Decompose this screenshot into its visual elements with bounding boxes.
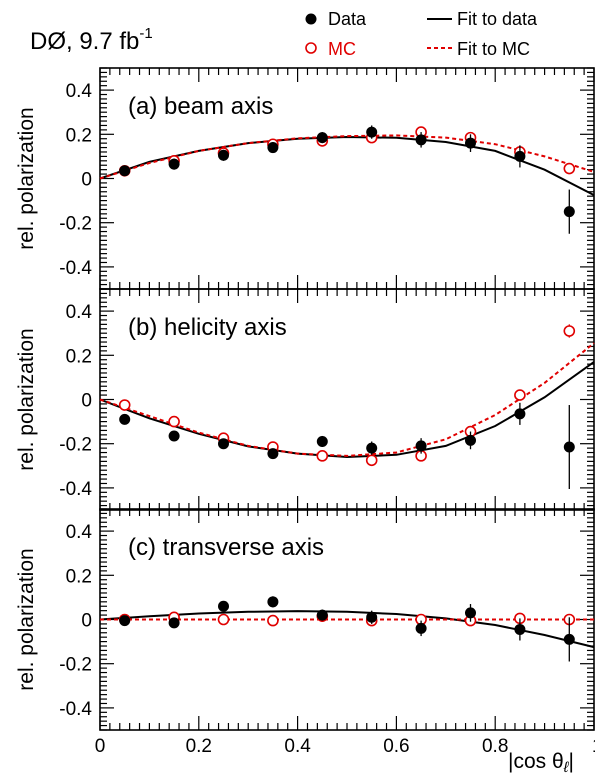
y-tick-label: 0.4 — [66, 81, 93, 102]
mc-point — [365, 454, 378, 467]
x-axis-title-subscript: ℓ — [563, 759, 570, 775]
data-point — [514, 150, 526, 162]
y-tick-label: 0.2 — [66, 125, 92, 146]
legend-fit-data-label: Fit to data — [457, 9, 538, 29]
legend-mc-marker — [305, 42, 317, 54]
mc-point — [514, 389, 526, 401]
y-tick-label: -0.2 — [59, 435, 92, 456]
fit-to-mc-curve — [99, 134, 595, 180]
data-point — [168, 617, 180, 629]
y-axis-title: rel. polarization — [15, 548, 38, 690]
y-tick-label: 0.4 — [66, 302, 93, 323]
panel-2: -0.4 -0.2 0 0.2 0.4 rel. polarization (c) tran… — [15, 508, 595, 731]
mc-point — [217, 613, 230, 626]
y-axis-title: rel. polarization — [15, 328, 38, 470]
fit-to-data-curve — [99, 610, 595, 649]
data-point — [119, 413, 131, 425]
y-tick-label: -0.4 — [59, 699, 92, 720]
data-point — [366, 126, 378, 138]
panels: -0.4 -0.2 0 0.2 0.4 rel. polarization (a) beam… — [15, 67, 595, 731]
data-point — [563, 633, 575, 645]
y-tick-label: 0.4 — [66, 522, 93, 543]
legend-fit-mc-label: Fit to MC — [457, 39, 530, 59]
y-tick-label: -0.4 — [59, 258, 92, 279]
mc-point — [118, 399, 131, 411]
y-tick-label: 0.2 — [66, 346, 92, 367]
mc-point — [563, 162, 576, 175]
y-tick-label: -0.4 — [59, 479, 92, 500]
legend-data-marker — [305, 13, 317, 25]
data-point — [267, 596, 279, 608]
x-tick-label: 0.2 — [186, 736, 212, 757]
legend-data-label: Data — [328, 9, 367, 29]
y-tick-label: -0.2 — [59, 655, 92, 676]
data-point — [514, 408, 526, 420]
data-point — [119, 165, 131, 177]
data-point — [465, 137, 476, 149]
data-point — [316, 132, 328, 144]
data-point — [563, 441, 575, 453]
y-axis-title: rel. polarization — [15, 107, 38, 249]
x-tick-label-edge: 1 — [592, 736, 595, 757]
data-point — [168, 430, 180, 442]
x-tick-label: 0.8 — [482, 736, 508, 757]
x-tick-label: 0.4 — [284, 736, 311, 757]
data-point — [415, 134, 427, 146]
data-point — [218, 438, 229, 450]
x-tick-label: 0.6 — [383, 736, 409, 757]
panel-0: -0.4 -0.2 0 0.2 0.4 rel. polarization (a) beam… — [15, 67, 595, 290]
legend-mc-label: MC — [328, 39, 356, 59]
data-point — [465, 434, 476, 446]
y-tick-label: 0 — [81, 170, 92, 191]
mc-point — [563, 325, 576, 337]
data-point — [218, 149, 229, 161]
x-axis: 0 0.2 0.4 0.6 0.8 1 — [95, 736, 595, 757]
data-point — [415, 440, 427, 452]
fit-to-mc-curve — [99, 342, 595, 457]
data-point — [366, 611, 378, 623]
y-tick-label: -0.2 — [59, 214, 92, 235]
data-point — [316, 435, 328, 447]
data-point — [168, 158, 180, 170]
y-tick-label: 0 — [81, 391, 92, 412]
experiment-label: DØ, 9.7 fb-1 — [30, 25, 153, 55]
x-axis-title: |cos θℓ| — [508, 750, 574, 775]
fit-to-data-curve — [99, 361, 595, 459]
experiment-label-superscript: -1 — [139, 25, 152, 42]
data-point — [514, 623, 526, 635]
x-tick-label: 0 — [95, 736, 106, 757]
x-axis-title-closing-bar: | — [569, 750, 574, 773]
mc-point — [316, 450, 329, 462]
panel-label: (c) transverse axis — [128, 534, 324, 561]
panel-1: -0.4 -0.2 0 0.2 0.4 rel. polarization (b) heli… — [15, 288, 595, 511]
mc-point — [168, 415, 180, 428]
data-point — [563, 206, 575, 218]
data-point — [267, 142, 279, 154]
y-tick-label: 0 — [81, 611, 92, 632]
legend: Data MC Fit to data Fit to MC — [305, 9, 538, 59]
data-point — [465, 607, 476, 619]
panel-label: (b) helicity axis — [128, 314, 287, 341]
data-point — [316, 609, 328, 621]
panel-label: (a) beam axis — [128, 93, 273, 120]
y-tick-label: 0.2 — [66, 566, 92, 587]
data-point — [119, 615, 131, 627]
data-point — [366, 442, 378, 454]
data-point — [415, 622, 427, 634]
data-point — [267, 448, 279, 460]
mc-point — [267, 614, 279, 627]
data-point — [218, 600, 229, 612]
